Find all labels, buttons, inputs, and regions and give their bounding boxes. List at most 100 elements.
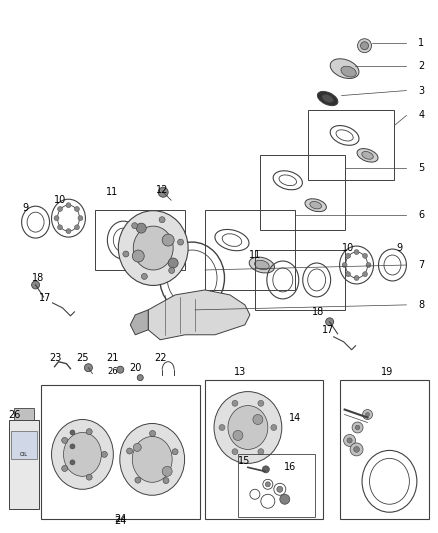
Circle shape	[70, 444, 75, 449]
Circle shape	[132, 223, 138, 229]
Text: 18: 18	[311, 307, 324, 317]
Circle shape	[86, 429, 92, 434]
Circle shape	[280, 494, 290, 504]
Ellipse shape	[318, 91, 338, 106]
Circle shape	[85, 364, 92, 372]
Circle shape	[265, 482, 270, 487]
Bar	[238, 455, 314, 517]
Polygon shape	[130, 310, 148, 335]
Polygon shape	[148, 290, 250, 340]
Ellipse shape	[52, 419, 113, 489]
Circle shape	[70, 460, 75, 465]
Text: 11: 11	[106, 187, 118, 197]
Circle shape	[168, 258, 178, 268]
Circle shape	[219, 424, 225, 431]
Circle shape	[353, 447, 360, 453]
Text: 17: 17	[39, 293, 52, 303]
Circle shape	[347, 438, 352, 443]
Circle shape	[163, 478, 169, 483]
Bar	[14, 408, 34, 419]
Text: 19: 19	[381, 367, 394, 377]
Circle shape	[70, 430, 75, 435]
Ellipse shape	[305, 199, 326, 212]
Circle shape	[357, 39, 371, 53]
Circle shape	[177, 239, 184, 245]
Circle shape	[346, 253, 350, 259]
Bar	[11, 432, 37, 459]
Ellipse shape	[214, 392, 282, 463]
Ellipse shape	[249, 257, 275, 273]
Ellipse shape	[132, 437, 172, 482]
Ellipse shape	[120, 424, 184, 495]
Circle shape	[326, 318, 334, 326]
Circle shape	[354, 249, 359, 255]
Ellipse shape	[357, 149, 378, 162]
Circle shape	[32, 281, 39, 289]
Circle shape	[363, 272, 367, 277]
Text: 24: 24	[114, 514, 127, 524]
Circle shape	[57, 206, 63, 212]
Circle shape	[86, 474, 92, 480]
Circle shape	[162, 466, 172, 477]
Text: 10: 10	[342, 243, 354, 253]
Text: 1: 1	[418, 38, 424, 48]
Circle shape	[158, 187, 168, 197]
Circle shape	[366, 413, 370, 416]
Circle shape	[127, 448, 133, 454]
Circle shape	[262, 466, 269, 473]
Circle shape	[149, 431, 155, 437]
Circle shape	[271, 424, 277, 431]
Text: 23: 23	[49, 353, 62, 363]
Circle shape	[343, 434, 356, 447]
Circle shape	[57, 225, 63, 230]
Circle shape	[232, 449, 238, 455]
Text: 16: 16	[284, 462, 296, 472]
Text: 2: 2	[418, 61, 424, 71]
Bar	[95, 210, 185, 270]
Text: 5: 5	[418, 163, 424, 173]
Circle shape	[141, 273, 147, 279]
Text: 6: 6	[418, 210, 424, 220]
Ellipse shape	[118, 211, 188, 286]
Circle shape	[342, 263, 347, 268]
Text: 13: 13	[234, 367, 246, 377]
Ellipse shape	[254, 260, 269, 270]
Ellipse shape	[228, 406, 268, 449]
Text: 17: 17	[321, 325, 334, 335]
Circle shape	[169, 268, 175, 273]
Bar	[205, 379, 323, 519]
Text: 10: 10	[54, 195, 67, 205]
Circle shape	[363, 409, 372, 419]
Ellipse shape	[133, 226, 173, 270]
Bar	[9, 419, 39, 509]
Circle shape	[74, 225, 79, 230]
Circle shape	[135, 477, 141, 483]
Circle shape	[123, 251, 129, 257]
Ellipse shape	[362, 151, 373, 159]
Text: 15: 15	[238, 456, 250, 466]
Circle shape	[78, 216, 83, 221]
Text: 20: 20	[129, 362, 141, 373]
Circle shape	[355, 425, 360, 430]
Text: 26: 26	[107, 367, 118, 376]
Text: 18: 18	[32, 273, 45, 283]
Text: 9: 9	[396, 243, 403, 253]
Circle shape	[258, 449, 264, 455]
Circle shape	[54, 216, 59, 221]
Text: 8: 8	[418, 300, 424, 310]
Circle shape	[232, 400, 238, 406]
Circle shape	[66, 203, 71, 208]
Text: 26: 26	[8, 409, 21, 419]
Circle shape	[346, 272, 350, 277]
Circle shape	[253, 415, 263, 424]
Circle shape	[350, 443, 363, 456]
Circle shape	[117, 366, 124, 373]
Ellipse shape	[310, 201, 321, 209]
Text: 3: 3	[418, 86, 424, 95]
Circle shape	[132, 250, 144, 262]
Circle shape	[66, 229, 71, 233]
Bar	[339, 379, 429, 519]
Circle shape	[258, 400, 264, 406]
Circle shape	[162, 234, 174, 246]
Text: 21: 21	[106, 353, 119, 363]
